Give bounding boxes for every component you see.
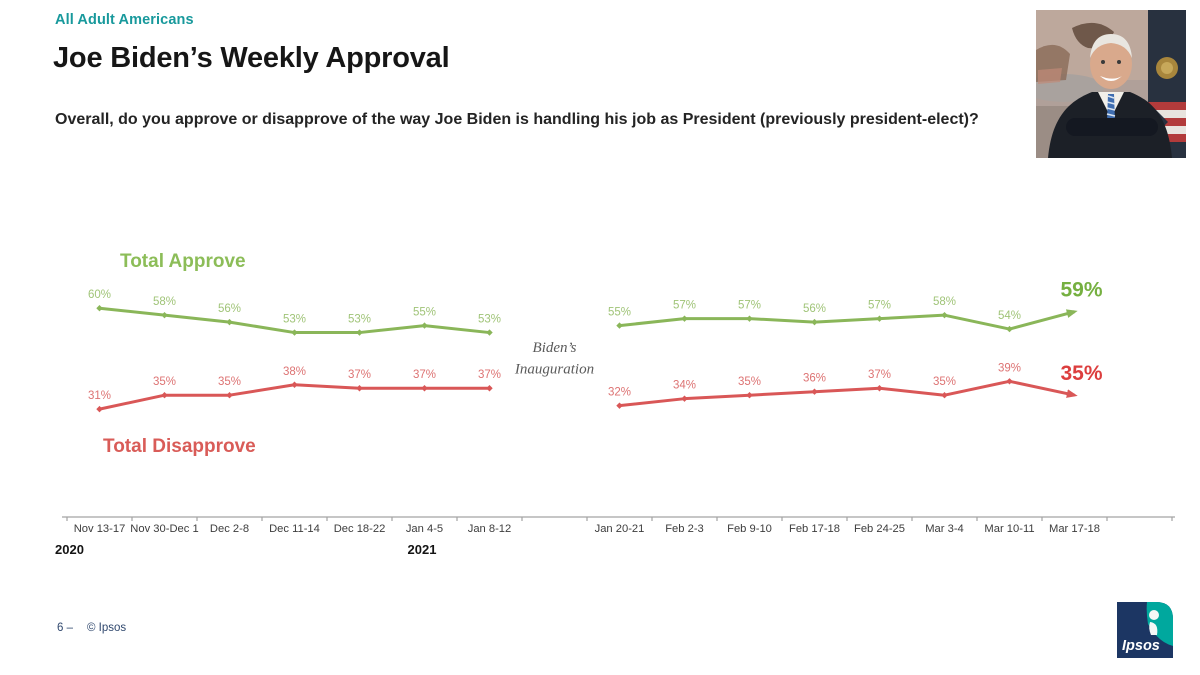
data-label: 53% — [348, 314, 371, 326]
data-point-marker — [421, 322, 428, 329]
data-label: 57% — [738, 300, 761, 312]
page-number: 6 – — [57, 622, 73, 634]
x-tick-label: Mar 17-18 — [1049, 523, 1100, 535]
data-label: 53% — [478, 314, 501, 326]
data-point-marker — [356, 385, 363, 392]
data-label: 53% — [283, 314, 306, 326]
data-label: 39% — [998, 362, 1021, 374]
data-point-marker — [941, 392, 948, 399]
data-point-marker — [96, 405, 103, 413]
x-tick-label: Dec 11-14 — [269, 523, 320, 535]
x-tick-label: Dec 18-22 — [334, 523, 386, 535]
data-label: 35% — [153, 376, 176, 388]
data-point-marker — [811, 388, 818, 395]
data-point-marker — [746, 315, 753, 322]
data-point-marker — [941, 311, 948, 319]
x-tick-label: Feb 17-18 — [789, 523, 840, 535]
data-label: 55% — [608, 307, 631, 319]
series-line-approve — [619, 309, 1078, 331]
data-label: 54% — [998, 310, 1021, 322]
data-point-marker — [96, 305, 103, 312]
end-data-label: 59% — [1060, 279, 1102, 302]
year-label-2021: 2021 — [408, 542, 437, 557]
copyright: © Ipsos — [87, 622, 127, 634]
series-title-approve: Total Approve — [120, 251, 246, 272]
x-tick-label: Jan 8-12 — [468, 523, 512, 535]
x-tick-label: Nov 13-17 — [74, 523, 126, 535]
data-point-marker — [421, 385, 428, 392]
svg-text:Ipsos: Ipsos — [1122, 638, 1160, 654]
data-label: 34% — [673, 380, 696, 392]
data-label: 35% — [933, 376, 956, 388]
x-tick-label: Nov 30-Dec 1 — [130, 523, 198, 535]
data-label: 36% — [803, 373, 826, 385]
slide-footer: 6 – © Ipsos — [57, 622, 126, 634]
data-point-marker — [876, 385, 883, 392]
data-label: 56% — [218, 303, 241, 315]
data-label: 58% — [933, 296, 956, 308]
data-label: 55% — [413, 307, 436, 319]
data-point-marker — [291, 381, 298, 388]
biden-portrait-icon — [1036, 10, 1186, 158]
page-title: Joe Biden’s Weekly Approval — [53, 42, 450, 74]
data-label: 35% — [738, 376, 761, 388]
data-point-marker — [486, 329, 493, 336]
data-label: 37% — [478, 369, 501, 381]
biden-photo — [1036, 10, 1186, 158]
data-label: 37% — [348, 369, 371, 381]
data-point-marker — [226, 392, 233, 399]
data-label: 35% — [218, 376, 241, 388]
data-label: 56% — [803, 303, 826, 315]
ipsos-logo: Ipsos — [1117, 602, 1173, 658]
data-point-marker — [681, 315, 688, 322]
data-point-marker — [616, 322, 623, 329]
data-point-marker — [876, 315, 883, 322]
year-label-2020: 2020 — [55, 542, 84, 557]
series-line-disapprove — [619, 379, 1078, 408]
data-point-marker — [616, 402, 623, 409]
survey-question: Overall, do you approve or disapprove of… — [55, 111, 979, 128]
data-point-marker — [486, 385, 493, 392]
ipsos-logo-icon: Ipsos — [1117, 602, 1173, 658]
data-label: 32% — [608, 387, 631, 399]
data-label: 60% — [88, 289, 111, 301]
data-label: 57% — [868, 300, 891, 312]
data-point-marker — [356, 329, 363, 336]
data-point-marker — [161, 311, 168, 319]
x-tick-label: Feb 9-10 — [727, 523, 772, 535]
data-point-marker — [226, 318, 233, 326]
x-tick-label: Jan 4-5 — [406, 523, 443, 535]
data-point-marker — [291, 329, 298, 336]
series-line-disapprove — [99, 383, 490, 411]
data-point-marker — [811, 318, 818, 326]
data-label: 37% — [868, 369, 891, 381]
x-tick-label: Jan 20-21 — [595, 523, 645, 535]
data-label: 31% — [88, 390, 111, 402]
inauguration-annotation: Inauguration — [514, 362, 594, 378]
x-tick-label: Mar 10-11 — [984, 523, 1034, 535]
audience-label: All Adult Americans — [55, 12, 194, 28]
data-point-marker — [1006, 378, 1013, 385]
data-label: 57% — [673, 300, 696, 312]
x-tick-label: Mar 3-4 — [925, 523, 964, 535]
data-point-marker — [681, 395, 688, 402]
data-label: 38% — [283, 366, 306, 378]
inauguration-annotation: Biden’s — [533, 340, 577, 356]
data-point-marker — [1006, 325, 1013, 333]
data-label: 58% — [153, 296, 176, 308]
series-title-disapprove: Total Disapprove — [103, 436, 256, 457]
data-point-marker — [161, 392, 168, 399]
data-point-marker — [746, 392, 753, 399]
data-label: 37% — [413, 369, 436, 381]
x-tick-label: Feb 24-25 — [854, 523, 905, 535]
x-tick-label: Feb 2-3 — [665, 523, 704, 535]
end-data-label: 35% — [1060, 362, 1102, 385]
x-tick-label: Dec 2-8 — [210, 523, 249, 535]
